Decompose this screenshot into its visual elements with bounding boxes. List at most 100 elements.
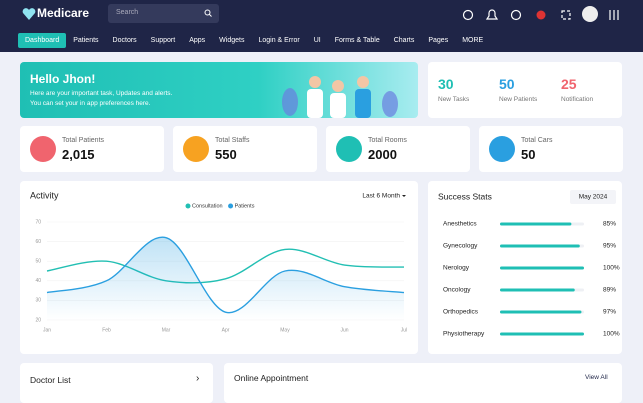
series-line [46,248,405,284]
stat-label: New Tasks [438,96,470,103]
x-tick-label: Apr [222,327,230,333]
section-title: Online Appointment [234,373,309,383]
stat-name: Anesthetics [443,221,477,228]
stat-value: 89% [603,287,616,294]
card-value: 2,015 [62,147,95,162]
nav-item[interactable]: Forms & Table [334,36,380,44]
appointment-card: Online Appointment View All [224,363,622,403]
flag-icon[interactable] [536,10,546,20]
doctor-list-card: Doctor List › [20,363,213,403]
x-tick-label: Mar [162,327,171,333]
card-icon [489,136,515,162]
card-icon [183,136,209,162]
fullscreen-icon[interactable] [561,10,571,20]
nav-item[interactable]: Dashboard [18,32,67,48]
view-all-link[interactable]: View All [585,374,608,381]
card-value: 50 [521,147,536,162]
x-tick-label: Feb [102,327,111,333]
nav-item[interactable]: Pages [428,36,449,44]
y-tick-label: 50 [35,259,41,265]
y-tick-label: 60 [35,239,41,245]
bell-icon[interactable] [485,9,499,20]
logo-icon [22,8,36,20]
legend-swatch [185,203,191,209]
welcome-banner: Hello Jhon! Here are your important task… [20,62,418,118]
y-tick-label: 30 [35,298,41,304]
search-box[interactable]: Search [108,4,219,23]
series-area [47,237,404,320]
stat-card: Total Staffs 550 [173,126,317,172]
nav-item[interactable]: MORE [462,36,484,44]
y-tick-label: 70 [35,219,41,225]
quick-stats: 30 New Tasks 50 New Patients 25 Notificatio… [428,62,622,118]
card-label: Total Staffs [215,137,250,144]
success-stats: Success Stats May 2024 Anesthetics 85% Gyn… [438,190,620,338]
section-title: Success Stats [438,191,492,201]
stat-name: Orthopedics [443,309,479,316]
bar [500,332,584,336]
stat-label: Notification [561,96,594,103]
nav-item[interactable]: Apps [189,36,206,44]
activity-chart: Activity Last 6 Month 20 30 40 50 60 70 Jan Feb… [30,190,407,333]
card-value: 2000 [368,147,397,162]
nav-item[interactable]: Charts [393,36,415,44]
stat-label: New Patients [499,96,538,103]
y-tick-label: 40 [35,278,41,284]
settings-icon[interactable] [609,10,619,20]
chevron[interactable]: › [196,373,200,384]
stat-value: 97% [603,309,616,316]
stat-value: 100% [603,265,620,272]
card-label: Total Patients [62,137,105,144]
welcome-title: Hello Jhon! [30,72,96,86]
x-tick-label: Jan [43,327,51,333]
stat-value: 50 [499,76,515,92]
card-value: 550 [215,147,237,162]
nav-item[interactable]: Patients [73,36,99,44]
theme-icon[interactable] [462,9,474,21]
stat-card: Total Patients 2,015 [20,126,164,172]
period-label: May 2024 [579,194,608,201]
bar [500,288,575,292]
stat-name: Oncology [443,287,471,294]
header: Medicare Search [0,0,643,28]
bar [500,266,584,270]
stat-value: 100% [603,331,620,338]
stat-name: Physiotherapy [443,331,485,338]
welcome-text: Here are your important task, Updates an… [30,90,173,97]
avatar[interactable] [582,6,598,22]
card-label: Total Cars [521,137,553,144]
stat-value: 25 [561,76,577,92]
legend-label: Consultation [192,203,223,209]
nav-bar: Dashboard Patients Doctors Support Apps … [0,28,643,52]
x-tick-label: Jun [340,327,348,333]
logo-text: Medicare [37,6,90,20]
card-label: Total Rooms [368,137,407,144]
bar [500,310,582,314]
search-icon [204,9,212,17]
bar [500,222,572,226]
nav-item[interactable]: Doctors [112,36,137,44]
period-badge [570,190,616,204]
success-card: Success Stats May 2024 Anesthetics 85% Gyn… [428,181,622,354]
nav-item[interactable]: Support [150,36,176,44]
legend-swatch [228,203,234,209]
header-icons [462,6,619,22]
stat-name: Nerology [443,265,470,272]
nav-item[interactable]: Login & Error [258,36,300,44]
nav-item[interactable]: Widgets [219,36,245,44]
stat-card: Total Rooms 2000 [326,126,470,172]
stat-value: 30 [438,76,454,92]
x-tick-label: Jul [401,327,407,333]
period-dropdown[interactable]: Last 6 Month [362,193,400,200]
section-title: Doctor List [30,375,71,385]
search-placeholder: Search [116,9,139,16]
welcome-text: You can set your in app preferences here… [30,100,151,107]
chat-icon[interactable] [510,9,522,21]
chart-title: Activity [30,190,59,200]
dropdown-caret [402,195,406,197]
stat-value: 85% [603,221,616,228]
stat-card: Total Cars 50 [479,126,623,172]
nav-item[interactable]: UI [313,36,321,44]
bar [500,244,580,248]
